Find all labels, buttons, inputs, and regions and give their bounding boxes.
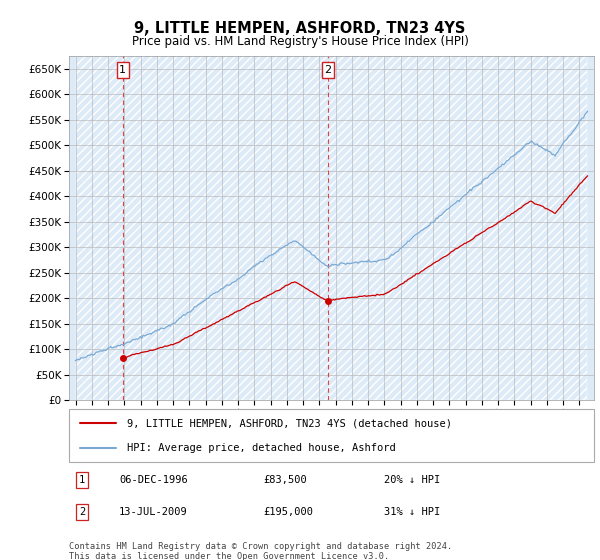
FancyBboxPatch shape (69, 409, 594, 462)
Text: 2: 2 (325, 65, 332, 75)
Text: HPI: Average price, detached house, Ashford: HPI: Average price, detached house, Ashf… (127, 442, 395, 452)
Text: 9, LITTLE HEMPEN, ASHFORD, TN23 4YS: 9, LITTLE HEMPEN, ASHFORD, TN23 4YS (134, 21, 466, 36)
Text: Price paid vs. HM Land Registry's House Price Index (HPI): Price paid vs. HM Land Registry's House … (131, 35, 469, 48)
Text: 31% ↓ HPI: 31% ↓ HPI (384, 507, 440, 517)
Text: £195,000: £195,000 (263, 507, 313, 517)
Text: 06-DEC-1996: 06-DEC-1996 (119, 475, 188, 486)
Text: 1: 1 (79, 475, 85, 486)
Text: £83,500: £83,500 (263, 475, 307, 486)
Text: 9, LITTLE HEMPEN, ASHFORD, TN23 4YS (detached house): 9, LITTLE HEMPEN, ASHFORD, TN23 4YS (det… (127, 418, 452, 428)
Text: 2: 2 (79, 507, 85, 517)
Text: 1: 1 (119, 65, 126, 75)
Text: 13-JUL-2009: 13-JUL-2009 (119, 507, 188, 517)
Text: Contains HM Land Registry data © Crown copyright and database right 2024.
This d: Contains HM Land Registry data © Crown c… (69, 542, 452, 560)
Text: 20% ↓ HPI: 20% ↓ HPI (384, 475, 440, 486)
